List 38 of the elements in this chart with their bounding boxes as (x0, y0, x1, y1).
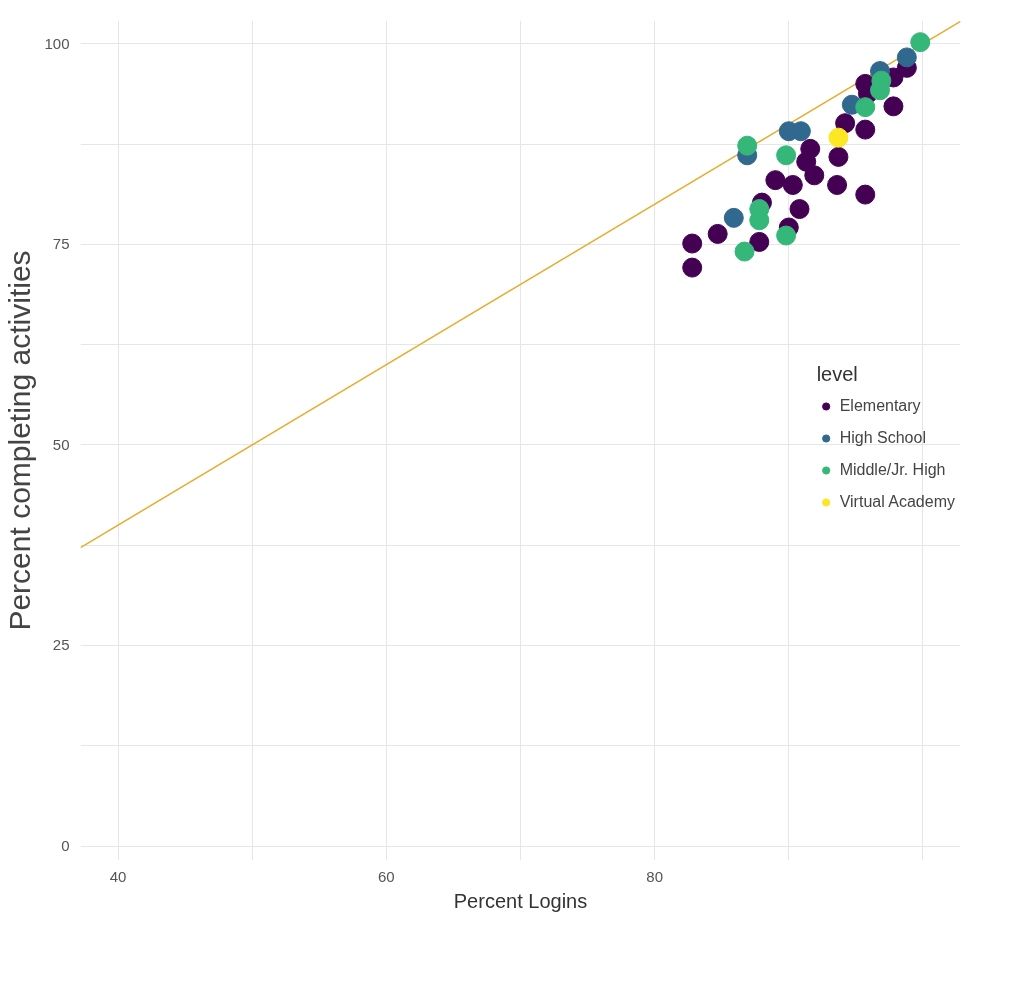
point (707, 223, 728, 244)
point (776, 145, 797, 166)
point (828, 127, 849, 148)
y-axis-title: Percent completing activities (3, 250, 37, 631)
point (804, 165, 825, 186)
point (855, 119, 876, 140)
y-tick-label: 25 (52, 636, 70, 654)
point (883, 96, 904, 117)
y-tick-label: 100 (44, 34, 70, 52)
point (765, 170, 786, 191)
legend-label: Virtual Academy (839, 493, 955, 511)
point (734, 241, 755, 262)
point (827, 174, 848, 195)
point (910, 32, 931, 53)
y-tick-label: 0 (61, 837, 70, 855)
x-axis-title: Percent Logins (453, 889, 588, 912)
point (828, 146, 849, 167)
x-tick-label: 80 (646, 867, 663, 885)
point (776, 225, 797, 246)
legend-label: Elementary (839, 397, 921, 415)
legend-title: level (816, 363, 859, 386)
legend-label: Middle/Jr. High (839, 461, 946, 479)
y-tick-label: 50 (52, 435, 70, 453)
y-tick-label: 75 (52, 235, 70, 253)
point (737, 135, 758, 156)
point (800, 138, 821, 159)
point (723, 207, 744, 228)
x-tick-label: 40 (109, 867, 127, 885)
point (749, 231, 770, 252)
point (682, 257, 703, 278)
point (896, 47, 917, 68)
point (855, 97, 876, 118)
point (782, 174, 803, 195)
x-tick-label: 60 (378, 867, 395, 885)
legend-label: High School (839, 429, 926, 447)
point (789, 199, 810, 220)
point (855, 184, 876, 205)
point (682, 233, 703, 254)
